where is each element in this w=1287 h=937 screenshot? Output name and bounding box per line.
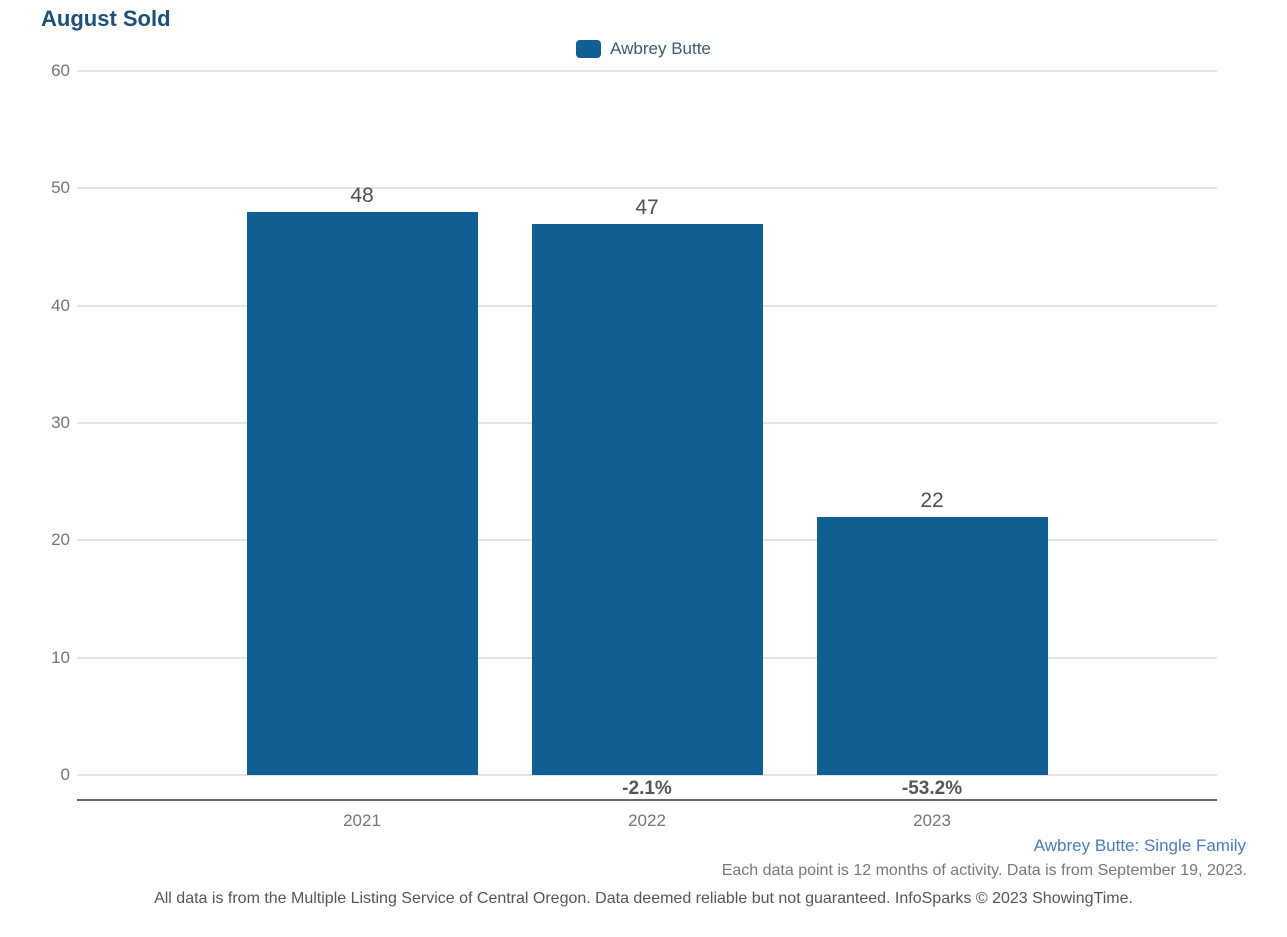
y-tick-label-0: 0 (60, 765, 70, 784)
y-tick-label-20: 20 (51, 530, 70, 550)
pct-change-label-2022: -2.1% (622, 778, 672, 799)
legend-item-awbrey-butte[interactable]: Awbrey Butte (576, 39, 711, 59)
chart-title: August Sold (41, 6, 171, 31)
x-axis-labels: 2021 2022 2023 (77, 811, 1217, 835)
footer-series-note: Awbrey Butte: Single Family (1033, 836, 1246, 855)
bar-2022[interactable] (531, 223, 763, 775)
legend-label: Awbrey Butte (610, 39, 711, 58)
gridline-0 (77, 774, 1217, 776)
legend: Awbrey Butte (0, 39, 1287, 59)
footer-data-note: Each data point is 12 months of activity… (721, 862, 1247, 879)
y-tick-label-30: 30 (51, 413, 70, 432)
gridline-60 (77, 70, 1217, 72)
x-tick-label-2023: 2023 (913, 811, 951, 830)
bar-value-label-2022: 47 (635, 195, 659, 219)
bar-value-label-2021: 48 (350, 183, 374, 207)
pct-change-label-2023: -53.2% (901, 778, 963, 799)
plot-area: 48 47 22 (77, 70, 1217, 776)
y-tick-label-10: 10 (51, 647, 70, 667)
legend-swatch (576, 40, 602, 58)
y-tick-label-60: 60 (51, 61, 70, 80)
x-tick-label-2022: 2022 (628, 811, 666, 830)
y-tick-label-40: 40 (51, 295, 70, 315)
bar-2023[interactable] (816, 516, 1048, 775)
gridline-50 (77, 187, 1217, 190)
bar-2021[interactable] (246, 211, 478, 775)
y-tick-label-50: 50 (51, 178, 70, 198)
footer-disclaimer: All data is from the Multiple Listing Se… (154, 890, 1133, 907)
bar-value-label-2023: 22 (920, 488, 944, 512)
x-axis-line (77, 799, 1217, 801)
x-tick-label-2021: 2021 (343, 811, 381, 830)
pct-change-layer: -2.1% -53.2% (77, 776, 1217, 800)
